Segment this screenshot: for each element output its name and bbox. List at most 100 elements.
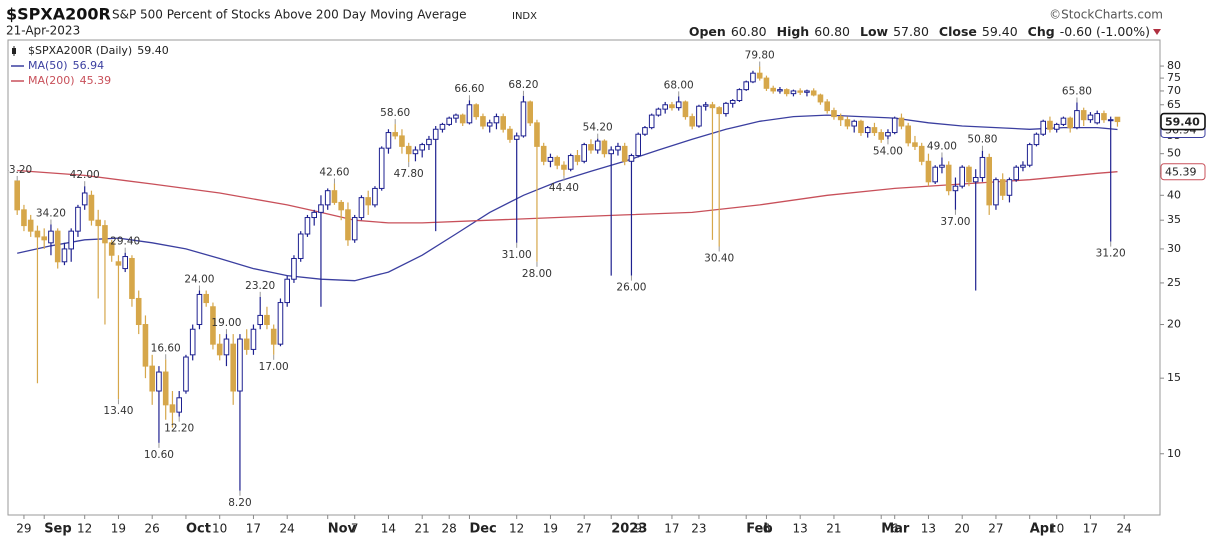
candle-body [372,187,378,206]
candle-body [1080,110,1087,121]
candle-body [831,110,837,118]
candle-body [959,166,966,187]
x-tick-label: 10 [1049,522,1064,536]
quote-label: Low [860,24,889,39]
legend-name: MA(200) [28,74,75,87]
candle-body [702,104,709,107]
candle-body [257,314,263,326]
plot-area [7,39,1161,516]
candle-body [709,104,716,109]
x-tick-label: Sep [44,522,71,537]
candle-body [547,156,554,162]
candle-body [507,128,513,140]
quote-value: 60.80 [814,24,850,39]
y-tick-label: 30 [1167,242,1181,255]
candle-body [628,155,635,162]
x-tick-label: 9 [634,522,642,536]
candle-body [540,145,547,162]
x-tick-label: 2023 [611,522,647,537]
legend-icon [12,48,16,54]
value-box-label: 59.40 [1165,116,1200,129]
x-tick-label: Mar [881,522,910,537]
x-tick-label: 28 [442,522,457,536]
candle-body [729,100,736,104]
candle-body [513,135,520,140]
y-tick-label: 40 [1167,188,1181,201]
annotation-label: 54.20 [583,122,613,134]
y-tick-label: 80 [1167,59,1181,72]
candle-body [669,104,675,109]
candle-body [1114,116,1121,123]
candle-body [68,230,75,250]
y-tick-label: 35 [1167,213,1181,226]
candle-body [324,190,331,206]
candle-body [554,156,561,166]
candle-body [162,371,169,406]
candle-body [250,328,257,350]
candle-body [1074,110,1080,129]
candle-body [446,117,452,125]
candle-body [999,179,1006,196]
moving-average-line [17,114,1118,282]
candle-body [527,101,534,124]
candle-body [223,338,230,356]
annotation-label: 68.20 [508,79,538,91]
candle-body [81,192,88,206]
candle-body [635,133,642,157]
x-tick-label: 14 [381,522,396,536]
candle-body [365,197,371,206]
candle-body [1067,117,1074,129]
candle-body [277,302,284,345]
candle-body [473,104,479,118]
candle-body [135,297,142,326]
annotation-label: 44.40 [549,182,579,194]
annotation-label: 68.00 [664,79,694,91]
candle-body [392,132,398,137]
candle-body [918,145,925,162]
candle-body [581,144,588,162]
candle-body [500,116,506,130]
candle-body [905,125,912,144]
candle-body [979,156,986,179]
annotation-label: 65.80 [1062,85,1092,97]
candle-body [878,132,885,140]
candle-body [817,94,824,103]
candle-body [216,343,223,356]
x-tick-label: 21 [415,522,430,536]
candle-body [41,236,48,241]
candle-body [270,328,277,345]
candle-body [594,140,601,151]
candle-body [108,242,115,256]
candle-body [14,180,20,211]
candle-body [696,105,702,127]
x-tick-label: 26 [145,522,160,536]
x-tick-label: Dec [469,522,496,537]
candle-body [156,371,162,392]
candle-body [405,145,412,155]
candle-body [439,123,446,130]
candle-body [567,155,574,170]
candle-body [743,81,750,91]
plot-content: 43.20 34.20 42.00 13.40 29.40 10.60 16.60 12.20… [2,50,1126,509]
candle-body [966,166,972,183]
value-box [1160,112,1206,131]
credit: ©StockCharts.com [1049,8,1163,22]
candle-body [115,261,122,266]
annotation-label: 19.00 [211,317,241,329]
candle-body [203,293,209,304]
candle-body [486,122,493,127]
quote-value: -0.60 (-1.00%) [1060,24,1150,39]
candle-body [925,160,932,183]
y-tick-label: 25 [1167,276,1181,289]
candle-body [480,116,486,127]
candle-body [331,190,338,203]
annotation-label: 43.20 [2,164,32,176]
annotation-label: 23.20 [245,280,275,292]
x-tick-label: 17 [664,522,679,536]
candle-body [837,116,844,121]
candle-body [675,101,682,109]
annotation-label: 10.60 [144,449,174,461]
candle-body [142,324,149,367]
candle-body [824,101,831,112]
x-tick-label: 20 [955,522,970,536]
